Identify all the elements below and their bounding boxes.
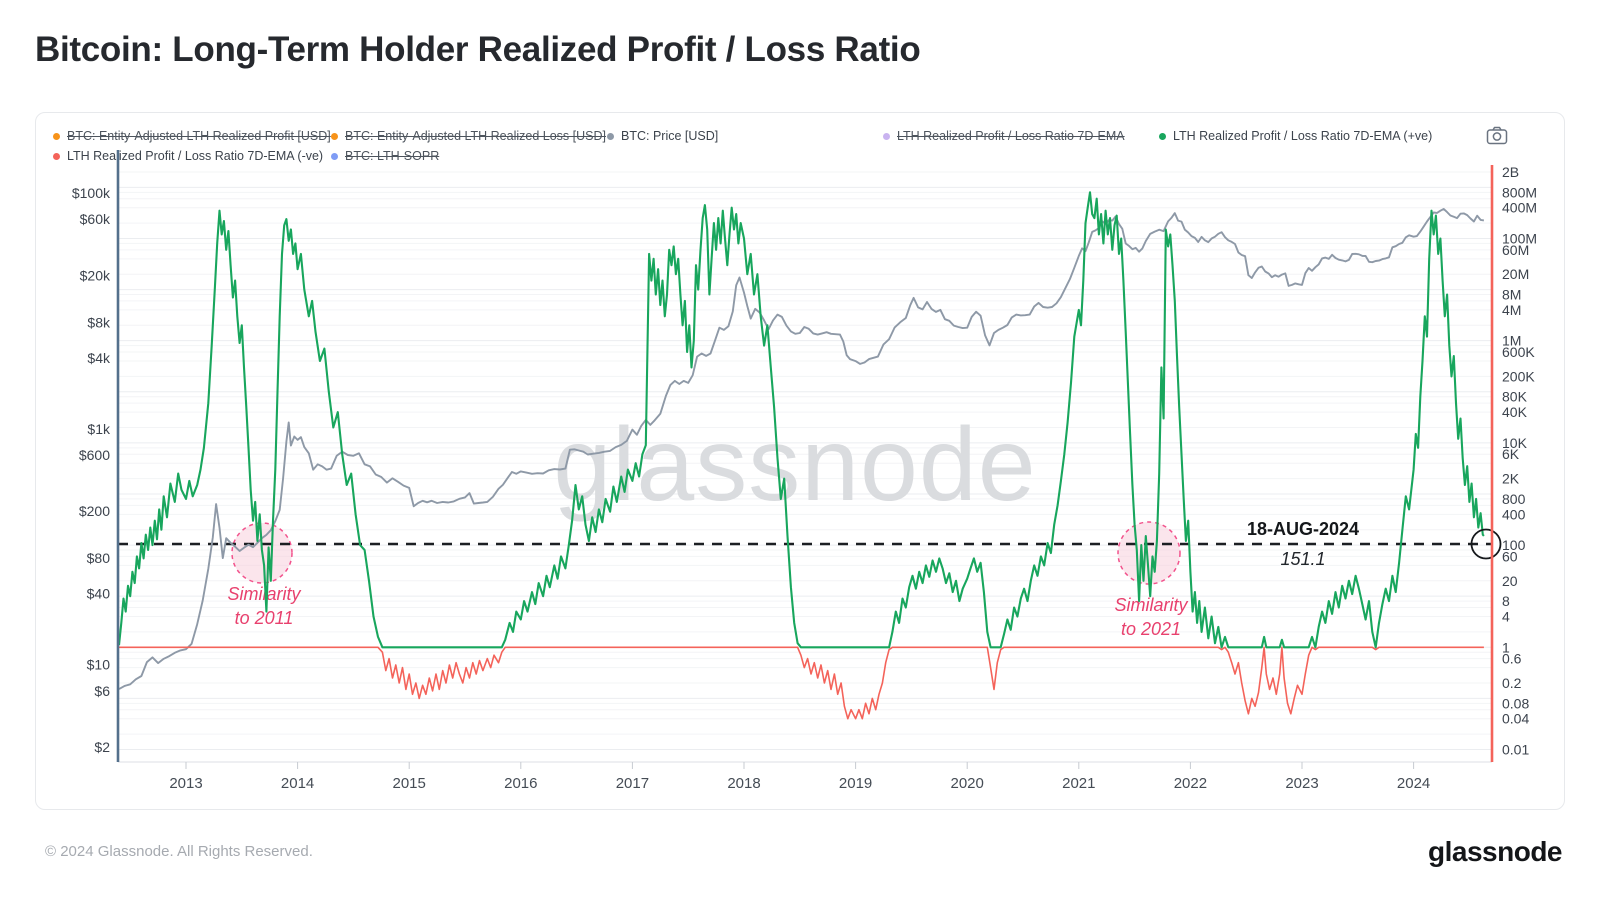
legend-item-label: LTH Realized Profit / Loss Ratio 7D-EMA … <box>1173 129 1433 143</box>
y-axis-right-tick-label: 80K <box>1502 389 1528 405</box>
btc-price-line <box>118 208 1485 690</box>
axis-ticks: $100k $60k $20k $8k $4k $1k $600 $200 $80 $40 $10 $… <box>72 164 1537 792</box>
screenshot-button[interactable] <box>1483 123 1511 147</box>
page-title: Bitcoin: Long-Term Holder Realized Profi… <box>35 30 921 69</box>
legend-item[interactable]: BTC: LTH-SOPR <box>331 149 439 163</box>
x-axis-tick-label: 2023 <box>1285 775 1318 792</box>
watermark: glassnode <box>553 407 1036 523</box>
x-axis-tick-label: 2021 <box>1062 775 1095 792</box>
legend-dot-icon <box>331 132 338 140</box>
y-axis-right-tick-label: 60 <box>1502 548 1518 564</box>
y-axis-left-tick-label: $80 <box>87 550 111 566</box>
y-axis-left-tick-label: $8k <box>87 314 111 330</box>
y-axis-right-tick-label: 0.6 <box>1502 651 1522 667</box>
x-axis-tick-label: 2018 <box>727 775 760 792</box>
y-axis-right-tick-label: 4 <box>1502 609 1510 625</box>
y-axis-left-tick-label: $100k <box>72 185 111 201</box>
y-axis-left-tick-label: $600 <box>79 447 110 463</box>
camera-icon <box>1486 126 1508 144</box>
y-axis-right-tick-label: 4M <box>1502 302 1521 318</box>
y-axis-right-tick-label: 1 <box>1502 639 1510 655</box>
y-axis-right-tick-label: 0.2 <box>1502 675 1522 691</box>
similarity-2021-label: to 2021 <box>1121 619 1181 639</box>
legend: BTC: Entity-Adjusted LTH Realized Profit… <box>36 113 1564 163</box>
x-axis-tick-label: 2024 <box>1397 775 1430 792</box>
legend-dot-icon <box>53 152 60 160</box>
y-axis-left-tick-label: $60k <box>80 211 111 227</box>
legend-item[interactable]: LTH Realized Profit / Loss Ratio 7D-EMA … <box>1159 129 1432 143</box>
legend-item[interactable]: BTC: Entity-Adjusted LTH Realized Profit… <box>53 129 331 143</box>
x-axis-tick-label: 2017 <box>616 775 649 792</box>
copyright-text: © 2024 Glassnode. All Rights Reserved. <box>45 843 313 860</box>
y-axis-right-tick-label: 8M <box>1502 287 1521 303</box>
legend-item-label: BTC: Entity-Adjusted LTH Realized Profit… <box>67 129 331 143</box>
legend-item-label: BTC: LTH-SOPR <box>345 149 440 163</box>
ratio-negative-line <box>119 646 1484 720</box>
legend-dot-icon <box>331 152 338 160</box>
y-axis-left-tick-label: $20k <box>80 267 111 283</box>
y-axis-right-tick-label: 100M <box>1502 230 1537 246</box>
legend-dot-icon <box>53 132 60 140</box>
y-axis-right-tick-label: 20 <box>1502 573 1518 589</box>
gridlines <box>118 171 1492 750</box>
legend-item-label: LTH Realized Profit / Loss Ratio 7D-EMA … <box>67 149 324 163</box>
ratio-positive-line <box>117 191 1485 649</box>
y-axis-right-tick-label: 400M <box>1502 200 1537 216</box>
y-axis-right-tick-label: 2K <box>1502 471 1520 487</box>
highlight-value-label: 151.1 <box>1280 549 1325 569</box>
y-axis-right-tick-label: 60M <box>1502 242 1529 258</box>
x-axis-tick-label: 2019 <box>839 775 872 792</box>
y-axis-left-tick-label: $4k <box>87 350 111 366</box>
y-axis-right-tick-label: 10K <box>1502 435 1528 451</box>
y-axis-left-tick-label: $2 <box>94 739 110 755</box>
y-axis-right-tick-label: 20M <box>1502 266 1529 282</box>
y-axis-left-tick-label: $40 <box>87 586 111 602</box>
y-axis-left-tick-label: $10 <box>87 657 111 673</box>
y-axis-left-tick-label: $6 <box>94 683 110 699</box>
x-axis-tick-label: 2016 <box>504 775 537 792</box>
y-axis-right-tick-label: 2B <box>1502 164 1519 180</box>
y-axis-right-tick-label: 0.04 <box>1502 711 1529 727</box>
y-axis-right-tick-label: 1M <box>1502 333 1521 349</box>
legend-item[interactable]: BTC: Price [USD] <box>607 129 718 143</box>
similarity-2021-label: Similarity <box>1114 595 1188 615</box>
legend-dot-icon <box>607 132 614 140</box>
y-axis-right-tick-label: 100 <box>1502 537 1526 553</box>
glassnode-logo: glassnode <box>1428 836 1562 867</box>
legend-item[interactable]: BTC: Entity-Adjusted LTH Realized Loss [… <box>331 129 606 143</box>
legend-dot-icon <box>1159 132 1166 140</box>
legend-item-label: BTC: Entity-Adjusted LTH Realized Loss [… <box>345 129 606 143</box>
legend-item-label: LTH Realized Profit / Loss Ratio 7D-EMA <box>897 129 1125 143</box>
x-axis-tick-label: 2013 <box>169 775 202 792</box>
y-axis-left-tick-label: $1k <box>87 421 111 437</box>
y-axis-right-tick-label: 800 <box>1502 491 1526 507</box>
y-axis-right-tick-label: 40K <box>1502 404 1528 420</box>
y-axis-right-tick-label: 400 <box>1502 506 1526 522</box>
x-axis-tick-label: 2022 <box>1174 775 1207 792</box>
highlight-date-label: 18-AUG-2024 <box>1247 519 1359 539</box>
last-value-marker <box>1470 528 1502 560</box>
x-axis-tick-label: 2014 <box>281 775 314 792</box>
y-axis-left-tick-label: $200 <box>79 503 110 519</box>
x-axis-tick-label: 2020 <box>951 775 984 792</box>
y-axis-right-tick-label: 0.01 <box>1502 741 1529 757</box>
y-axis-right-tick-label: 6K <box>1502 446 1520 462</box>
y-axis-right-tick-label: 800M <box>1502 184 1537 200</box>
legend-item-label: BTC: Price [USD] <box>621 129 719 143</box>
y-axis-right-tick-label: 0.08 <box>1502 695 1529 711</box>
chart-card: BTC: Entity-Adjusted LTH Realized Profit… <box>35 112 1565 810</box>
similarity-2011-label: to 2011 <box>235 608 294 628</box>
y-axis-right-tick-label: 200K <box>1502 368 1535 384</box>
y-axis-right-tick-label: 600K <box>1502 344 1535 360</box>
legend-dot-icon <box>883 132 890 140</box>
y-axis-right-tick-label: 8 <box>1502 593 1510 609</box>
legend-item[interactable]: LTH Realized Profit / Loss Ratio 7D-EMA … <box>53 149 323 163</box>
x-axis-tick-label: 2015 <box>393 775 426 792</box>
legend-item[interactable]: LTH Realized Profit / Loss Ratio 7D-EMA <box>883 129 1125 143</box>
